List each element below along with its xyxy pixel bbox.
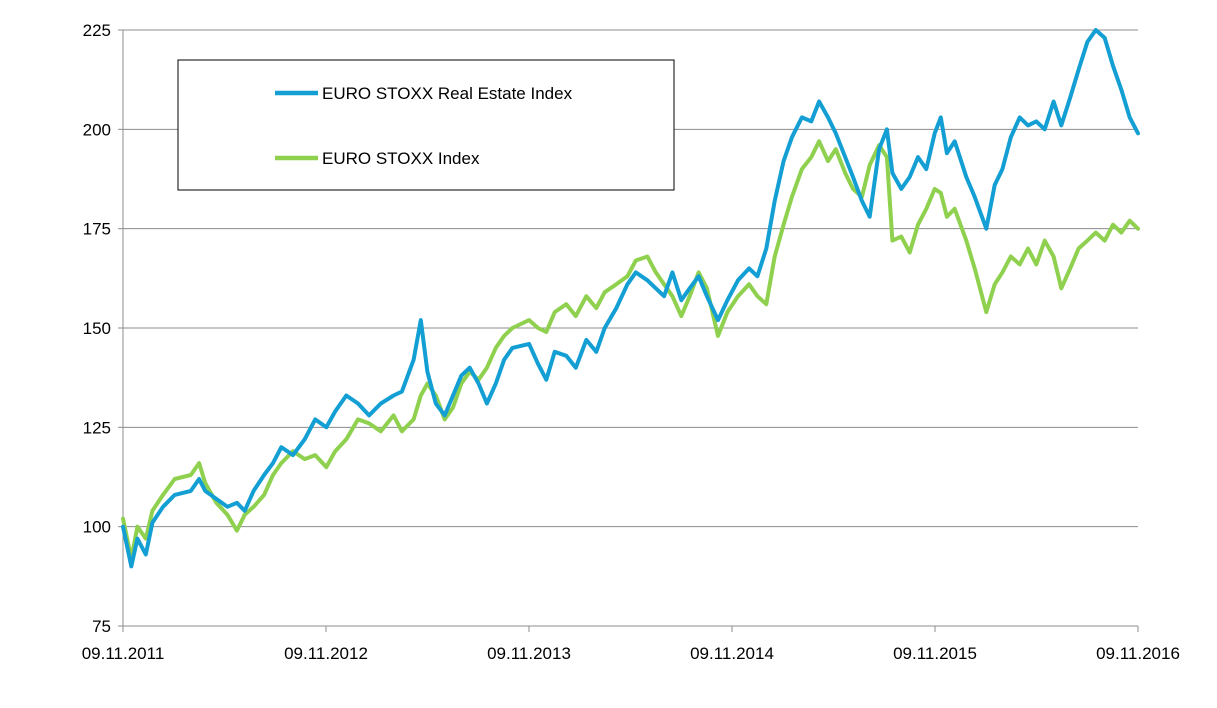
x-tick-label: 09.11.2016 [1096,644,1180,663]
legend-label-real-estate: EURO STOXX Real Estate Index [322,84,573,103]
legend-label-euro-stoxx: EURO STOXX Index [322,149,480,168]
y-tick-label: 100 [83,518,111,537]
y-tick-label: 200 [83,120,111,139]
x-tick-label: 09.11.2013 [487,644,571,663]
x-tick-label: 09.11.2012 [284,644,368,663]
legend-box [177,59,675,191]
y-tick-label: 175 [83,220,111,239]
x-tick-label: 09.11.2015 [893,644,977,663]
series-0 [121,28,1140,569]
series-line-real-estate [121,28,1140,569]
series-1 [121,139,1140,561]
y-tick-label: 125 [83,418,111,437]
x-tick-label: 09.11.2011 [82,644,165,663]
axes: 75 100 125 150 175 200 225 09.11.2011 09.11.2012… [82,21,1180,663]
series-lines [121,28,1140,569]
y-tick-label: 150 [83,319,111,338]
x-tick-label: 09.11.2014 [690,644,774,663]
series-line-euro-stoxx [121,139,1140,561]
legend: EURO STOXX Real Estate Index EURO STOXX … [177,59,675,191]
y-tick-label: 75 [92,617,111,636]
y-tick-label: 225 [83,21,111,40]
